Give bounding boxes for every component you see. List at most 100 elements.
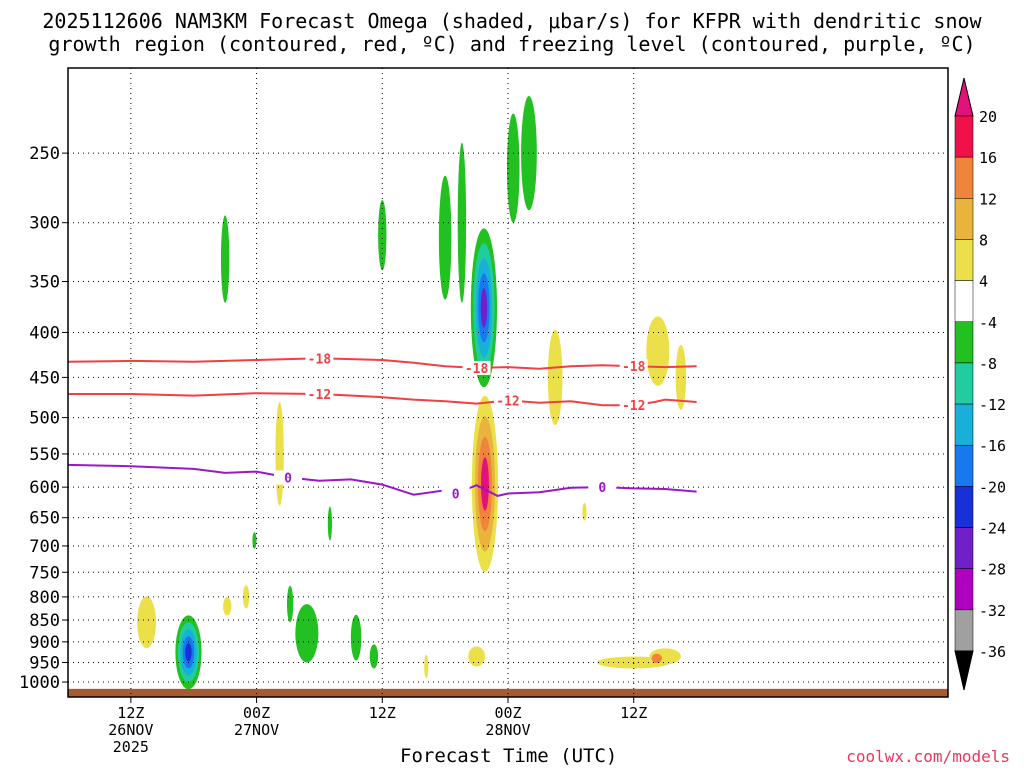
contour-label: -18 (308, 352, 332, 367)
colorbar-label: 16 (979, 149, 997, 167)
y-tick-label: 400 (29, 323, 60, 343)
colorbar-label: 8 (979, 231, 988, 249)
colorbar-bin (954, 239, 974, 281)
contour-label-bg (462, 360, 491, 375)
colorbar-label: -4 (979, 314, 997, 332)
y-tick-label: 500 (29, 409, 60, 429)
contour-label: -12 (496, 394, 519, 409)
colorbar-bin (954, 156, 974, 199)
contour-label-bg (305, 351, 334, 366)
omega-patch (275, 402, 284, 506)
contour-label-bg (441, 486, 470, 501)
colorbar-bin (954, 527, 974, 569)
colorbar-bin (954, 321, 974, 364)
contour-label: 0 (284, 471, 292, 486)
omega-patch (651, 653, 662, 664)
contour-label: 0 (598, 481, 606, 496)
x-tick-date: 27NOV (234, 721, 279, 739)
x-tick-date: 28NOV (485, 721, 530, 739)
omega-patch (286, 585, 294, 623)
x-tick-label: 12Z (620, 704, 647, 722)
y-tick-label: 900 (29, 633, 60, 653)
omega-patch (378, 199, 387, 271)
colorbar-label: 20 (979, 108, 997, 126)
colorbar-bin (954, 362, 974, 405)
y-tick-label: 650 (29, 509, 60, 529)
y-tick-label: 600 (29, 478, 60, 498)
y-tick-label: 700 (29, 537, 60, 557)
contour-label-bg (588, 480, 617, 495)
omega-patch (242, 585, 250, 609)
watermark: coolwx.com/models (846, 747, 1010, 766)
colorbar-bin (954, 568, 974, 611)
y-tick-label: 300 (29, 214, 60, 234)
omega-patch (137, 596, 156, 649)
omega-patch (369, 644, 379, 669)
omega-feature-mid-rising-column (480, 288, 488, 328)
contour-label: -12 (308, 388, 331, 403)
colorbar-bin (954, 115, 974, 158)
contour-label: -18 (622, 360, 646, 375)
contour-label-bg (305, 386, 334, 401)
omega-patch (457, 142, 467, 303)
omega-patch (582, 502, 587, 521)
x-tick-label: 00Z (243, 704, 270, 722)
x-tick-label: 12Z (369, 704, 396, 722)
x-tick-label: 12Z (117, 704, 144, 722)
omega-patch (468, 646, 485, 667)
contour-label-bg (494, 393, 522, 408)
colorbar-bin (954, 280, 974, 323)
y-tick-label: 950 (29, 653, 60, 673)
contour--18 (67, 357, 697, 370)
omega-patch (295, 604, 319, 663)
y-tick-label: 1000 (19, 673, 60, 693)
colorbar-label: -16 (979, 437, 1006, 455)
y-tick-label: 800 (29, 588, 60, 608)
colorbar-label: 4 (979, 273, 988, 291)
colorbar-bin (954, 609, 974, 652)
contour-label-bg (274, 470, 302, 485)
contour-label-bg (619, 398, 648, 413)
colorbar-label: -12 (979, 396, 1006, 414)
colorbar-bin (954, 403, 974, 446)
terrain-fill (68, 688, 948, 697)
colorbar-bin (954, 444, 974, 487)
y-tick-label: 350 (29, 273, 60, 293)
colorbar-label: -36 (979, 643, 1006, 661)
y-tick-label: 550 (29, 445, 60, 465)
chart-title-line-2: growth region (contoured, red, ºC) and f… (48, 32, 976, 56)
colorbar-label: -8 (979, 355, 997, 373)
colorbar-label: 12 (979, 190, 997, 208)
y-tick-label: 850 (29, 611, 60, 631)
y-tick-label: 250 (29, 144, 60, 164)
contour-label: -18 (465, 362, 489, 377)
contour-label-bg (619, 359, 648, 374)
colorbar-label: -20 (979, 478, 1006, 496)
y-tick-label: 750 (29, 563, 60, 583)
colorbar-bin (954, 486, 974, 528)
colorbar-label: -32 (979, 602, 1006, 620)
x-tick-label: 00Z (494, 704, 521, 722)
colorbar-label: -28 (979, 561, 1006, 579)
colorbar-bottom-arrow (954, 650, 974, 691)
contour-label: -12 (622, 399, 645, 414)
omega-patch (223, 597, 232, 616)
chart-title-line-1: 2025112606 NAM3KM Forecast Omega (shaded… (42, 9, 982, 33)
colorbar-bin (954, 198, 974, 240)
omega-patch (220, 215, 230, 303)
omega-patch (506, 113, 520, 223)
omega-patch (675, 344, 687, 410)
x-axis-label: Forecast Time (UTC) (400, 745, 618, 767)
x-tick-date: 26NOV (108, 721, 153, 739)
omega-patch (547, 329, 563, 426)
omega-patch (327, 506, 332, 541)
omega-patch (350, 614, 362, 661)
omega-patch (424, 654, 429, 679)
x-tick-year: 2025 (113, 738, 149, 756)
omega-patch (646, 316, 670, 386)
colorbar-label: -24 (979, 520, 1006, 538)
omega-patch (438, 175, 452, 300)
contour-label: 0 (452, 487, 460, 502)
